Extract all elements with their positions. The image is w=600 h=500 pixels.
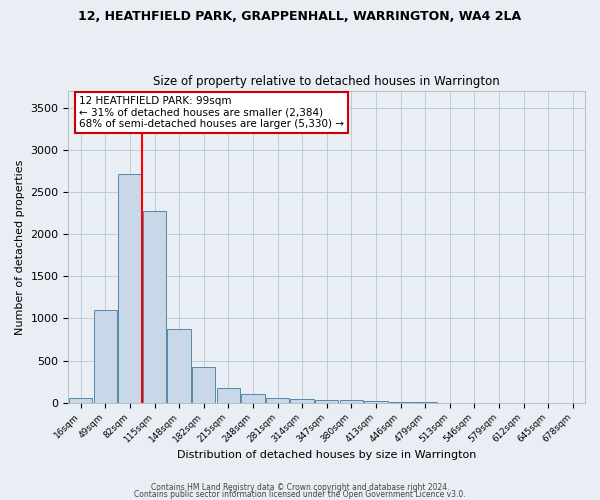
Text: 12 HEATHFIELD PARK: 99sqm
← 31% of detached houses are smaller (2,384)
68% of se: 12 HEATHFIELD PARK: 99sqm ← 31% of detac… (79, 96, 344, 129)
Bar (118, 174, 142, 402)
Title: Size of property relative to detached houses in Warrington: Size of property relative to detached ho… (154, 76, 500, 88)
Bar (94, 310, 117, 402)
Bar (315, 400, 338, 402)
Bar (364, 400, 388, 402)
Bar (241, 394, 265, 402)
Bar (192, 368, 215, 402)
Bar (290, 400, 314, 402)
Bar (266, 398, 289, 402)
Text: 12, HEATHFIELD PARK, GRAPPENHALL, WARRINGTON, WA4 2LA: 12, HEATHFIELD PARK, GRAPPENHALL, WARRIN… (79, 10, 521, 23)
Bar (340, 400, 363, 402)
X-axis label: Distribution of detached houses by size in Warrington: Distribution of detached houses by size … (177, 450, 476, 460)
Bar (69, 398, 92, 402)
Bar (167, 328, 191, 402)
Y-axis label: Number of detached properties: Number of detached properties (15, 159, 25, 334)
Bar (217, 388, 240, 402)
Bar (143, 210, 166, 402)
Text: Contains HM Land Registry data © Crown copyright and database right 2024.: Contains HM Land Registry data © Crown c… (151, 484, 449, 492)
Text: Contains public sector information licensed under the Open Government Licence v3: Contains public sector information licen… (134, 490, 466, 499)
